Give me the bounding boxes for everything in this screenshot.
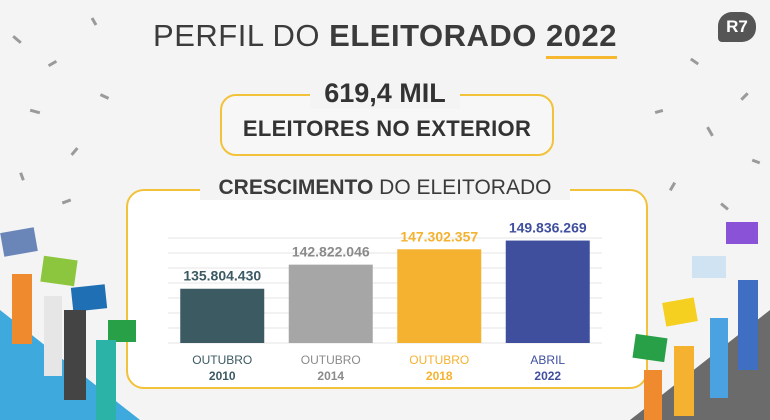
person-arm xyxy=(44,296,62,376)
chart-title: CRESCIMENTO DO ELEITORADO xyxy=(200,176,570,200)
page-title: PERFIL DO ELEITORADO 2022 xyxy=(0,18,770,54)
chart-bars: 135.804.430 OUTUBRO 2010 142.822.046 OUTUBRO… xyxy=(180,220,590,383)
title-prefix: PERFIL DO xyxy=(153,18,321,53)
protest-sign xyxy=(70,284,108,312)
chart-title-rest: DO ELEITORADO xyxy=(373,176,552,199)
category-label-month: OUTUBRO xyxy=(301,353,361,367)
category-label-month: ABRIL xyxy=(530,353,565,367)
person-body xyxy=(96,340,116,420)
bar-2022 xyxy=(505,240,590,343)
protest-sign xyxy=(726,222,758,244)
left-crowd-illustration xyxy=(0,227,140,420)
person-arm xyxy=(710,318,728,398)
protest-sign xyxy=(662,297,698,327)
person-body xyxy=(674,346,694,416)
value-label-2018: 147.302.357 xyxy=(400,228,478,244)
grey-ground xyxy=(630,310,770,420)
category-label-month: OUTUBRO xyxy=(409,353,469,367)
person-body xyxy=(64,310,86,400)
protest-sign xyxy=(692,256,726,278)
category-label-year: 2018 xyxy=(426,369,453,383)
value-label-2022: 149.836.269 xyxy=(509,220,587,236)
protest-sign xyxy=(0,227,38,257)
person-body xyxy=(644,370,662,420)
title-year: 2022 xyxy=(545,18,617,53)
protest-sign xyxy=(40,255,78,287)
category-label-year: 2014 xyxy=(317,369,344,383)
person-arm xyxy=(738,280,758,370)
value-label-2010: 135.804.430 xyxy=(183,268,261,284)
stat-label: ELEITORES NO EXTERIOR xyxy=(242,116,532,141)
value-label-2014: 142.822.046 xyxy=(292,244,370,260)
protest-sign xyxy=(108,320,136,342)
category-label-month: OUTUBRO xyxy=(192,353,252,367)
chart-title-bold: CRESCIMENTO xyxy=(218,176,374,199)
r7-logo: R7 xyxy=(718,12,756,42)
protest-sign xyxy=(632,333,668,363)
right-crowd-illustration xyxy=(630,222,770,420)
bar-2014 xyxy=(288,264,373,343)
category-label-year: 2010 xyxy=(209,369,236,383)
bar-2018 xyxy=(397,249,482,343)
stat-value: 619,4 MIL xyxy=(310,78,460,109)
person-arm xyxy=(12,274,32,344)
bar-2010 xyxy=(180,288,265,343)
title-bold: ELEITORADO xyxy=(329,18,537,53)
category-label-year: 2022 xyxy=(534,369,561,383)
